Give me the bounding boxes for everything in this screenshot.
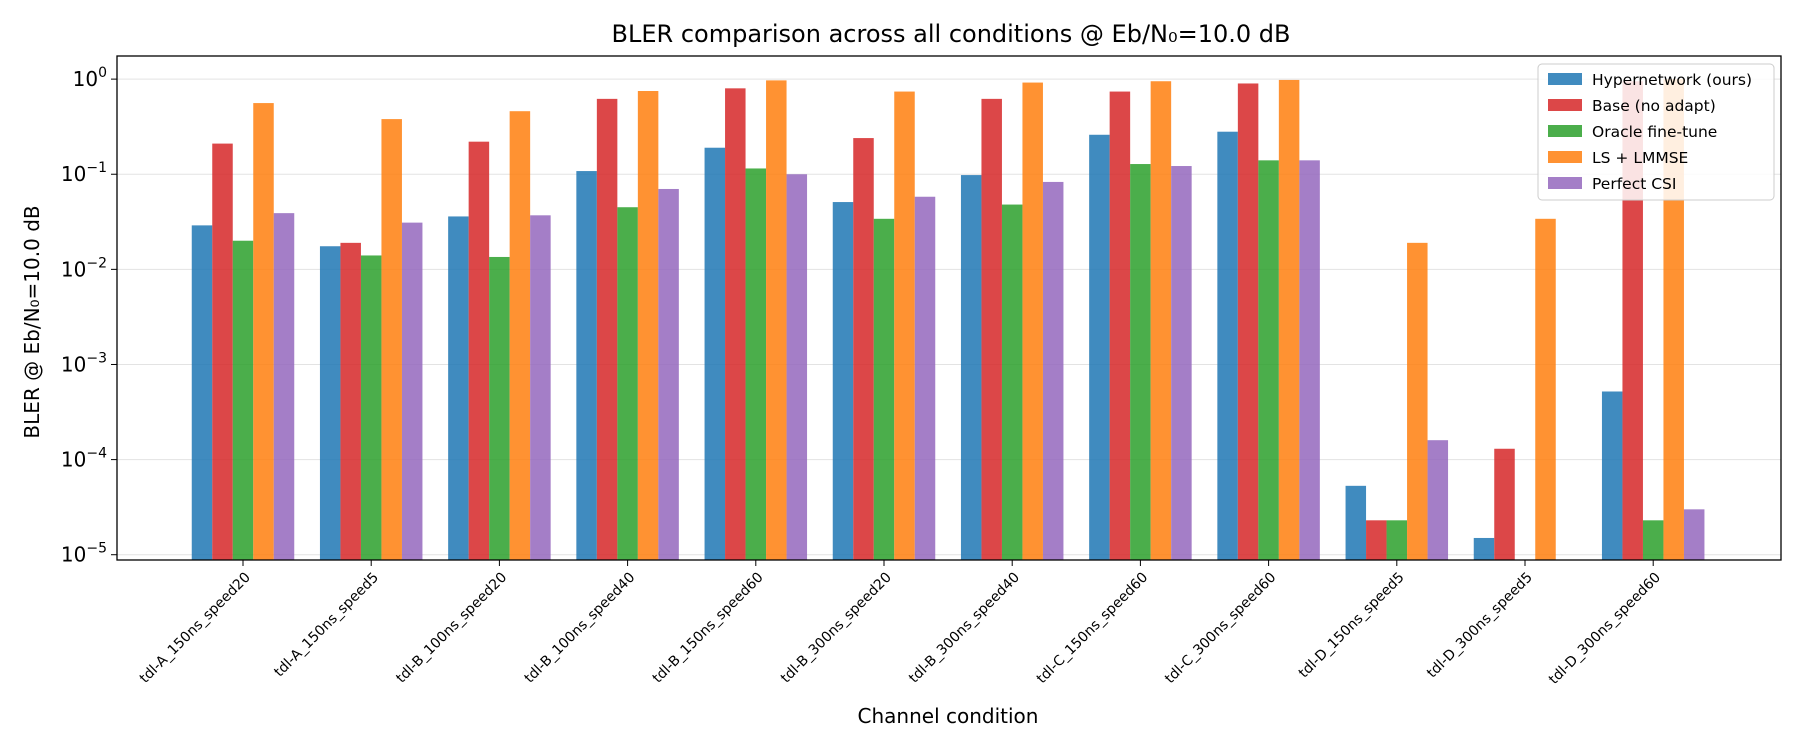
legend-label: LS + LMMSE	[1592, 149, 1688, 167]
bar	[1109, 91, 1131, 561]
y-axis-label: BLER @ Eb/N₀=10.0 dB	[20, 205, 44, 438]
bar	[191, 225, 213, 561]
legend-label: Hypernetwork (ours)	[1592, 71, 1752, 89]
bar	[340, 242, 361, 560]
bar	[786, 174, 808, 561]
bar	[1278, 79, 1300, 560]
bar	[1217, 131, 1238, 560]
y-tick-label: 100	[73, 65, 107, 91]
bar	[1171, 166, 1192, 560]
y-tick-label: 10−1	[61, 160, 107, 186]
bar	[1130, 164, 1151, 560]
bar	[1345, 485, 1367, 560]
bar	[468, 141, 490, 560]
legend-label: Base (no adapt)	[1592, 97, 1716, 115]
bar	[894, 91, 915, 561]
bar	[1535, 218, 1556, 560]
bar	[509, 111, 531, 560]
bar	[637, 91, 659, 561]
bar	[1622, 81, 1643, 560]
bar	[273, 213, 295, 560]
plot-frame	[116, 55, 1782, 561]
y-tick-label: 10−4	[61, 446, 107, 472]
bar	[1473, 537, 1495, 560]
bar	[853, 138, 874, 560]
bar	[530, 215, 551, 560]
bar	[725, 88, 746, 561]
bar	[1386, 520, 1408, 560]
y-tick-label: 10−3	[61, 350, 107, 376]
chart-title: BLER comparison across all conditions @ …	[612, 20, 1291, 48]
bar	[1683, 509, 1705, 560]
bar	[1494, 448, 1515, 560]
bar	[1601, 391, 1623, 560]
bar	[745, 168, 767, 560]
bar	[1258, 160, 1279, 560]
bar	[1022, 82, 1043, 561]
bar	[1407, 242, 1428, 560]
bar	[360, 255, 382, 561]
bar	[1299, 160, 1320, 560]
legend-swatch	[1548, 125, 1582, 137]
y-tick-label: 10−2	[61, 255, 107, 281]
bar	[401, 222, 423, 560]
bar	[253, 103, 274, 561]
bar	[914, 196, 936, 560]
bar	[960, 175, 982, 560]
bar	[1642, 520, 1664, 560]
bar	[232, 240, 254, 561]
bar	[981, 98, 1002, 560]
legend-swatch	[1548, 177, 1582, 189]
bar	[596, 98, 618, 560]
bar	[381, 119, 402, 561]
bar	[319, 246, 341, 560]
legend-swatch	[1548, 99, 1582, 111]
bar	[1042, 181, 1064, 560]
bar	[832, 202, 854, 560]
legend-box	[1537, 63, 1775, 201]
bar	[658, 188, 679, 561]
bar	[704, 147, 726, 560]
bar	[1001, 204, 1023, 560]
legend-label: Oracle fine-tune	[1592, 123, 1717, 141]
bar	[766, 80, 787, 560]
y-tick-label: 10−5	[61, 541, 107, 567]
bar	[873, 218, 895, 560]
bar	[1237, 83, 1259, 560]
bar	[448, 216, 469, 560]
legend-swatch	[1548, 73, 1582, 85]
bar	[617, 207, 638, 561]
x-axis-label: Channel condition	[858, 704, 1039, 728]
legend: Hypernetwork (ours) Base (no adapt) Oracle…	[1537, 63, 1775, 201]
legend-label: Perfect CSI	[1592, 175, 1676, 193]
bar	[576, 171, 597, 560]
bar	[1366, 520, 1387, 560]
bar	[1089, 134, 1110, 560]
bar	[1427, 440, 1449, 560]
legend-swatch	[1548, 151, 1582, 163]
bar	[212, 143, 233, 560]
bar	[1150, 81, 1172, 560]
bar	[489, 256, 510, 560]
